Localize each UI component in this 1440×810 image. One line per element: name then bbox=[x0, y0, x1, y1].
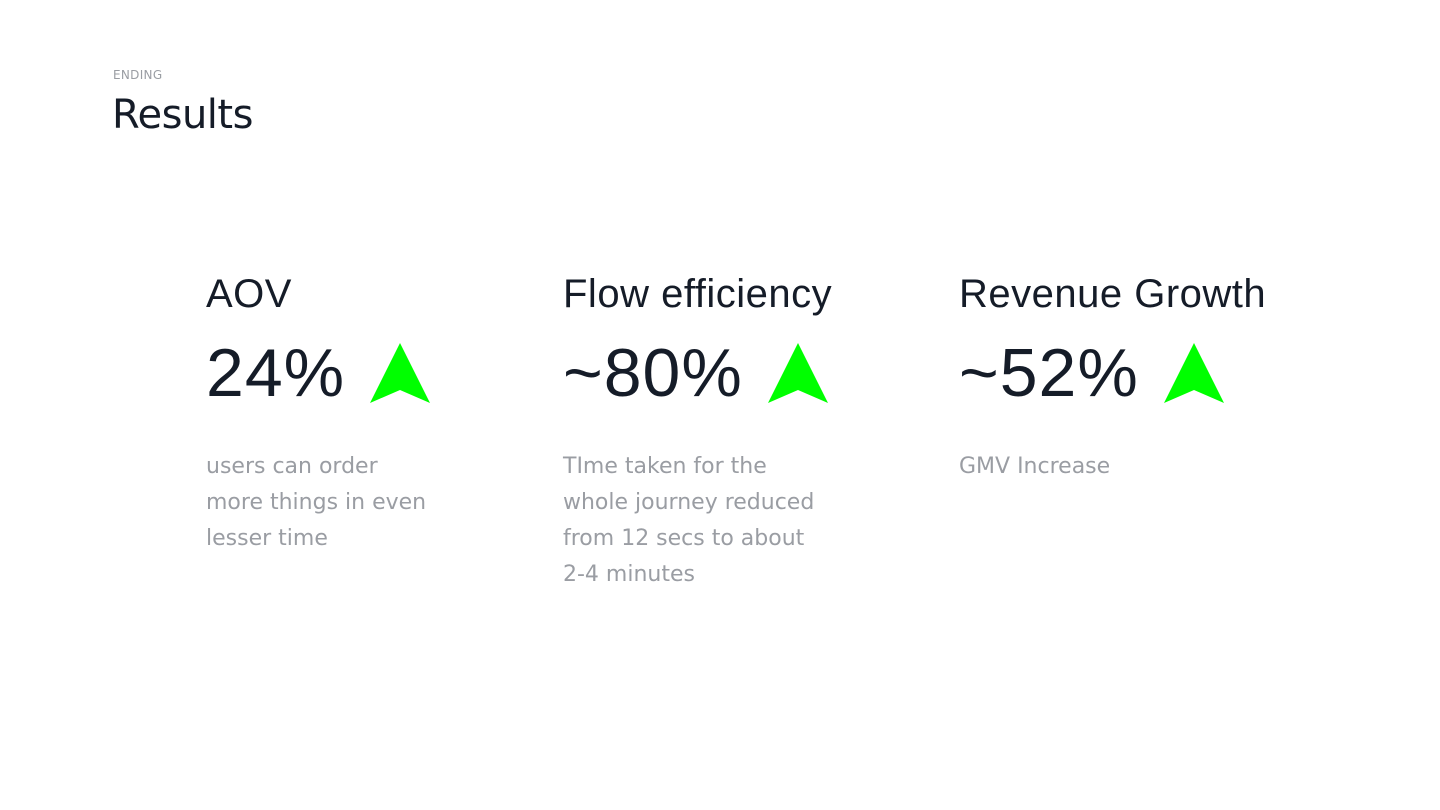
description-line: GMV Increase bbox=[959, 454, 1111, 479]
metric-card-flow-efficiency: Flow efficiency ~80% TIme taken for the … bbox=[563, 268, 832, 593]
metric-description: users can order more things in even less… bbox=[206, 449, 431, 557]
description-line: lesser time bbox=[206, 526, 328, 551]
metric-label: Flow efficiency bbox=[563, 272, 833, 316]
up-arrow-icon bbox=[1163, 343, 1224, 403]
up-arrow-icon bbox=[767, 343, 828, 403]
metric-value-row: ~80% bbox=[563, 337, 832, 409]
description-line: from 12 secs to about bbox=[563, 526, 805, 551]
description-line: more things in even bbox=[206, 490, 427, 515]
metric-card-aov: AOV 24% users can order more things in e… bbox=[206, 268, 431, 557]
description-line: users can order bbox=[206, 454, 378, 479]
metric-value-row: 24% bbox=[206, 337, 431, 409]
metric-value-row: ~52% bbox=[959, 337, 1266, 409]
metric-description: GMV Increase bbox=[959, 449, 1266, 485]
metric-value: 24% bbox=[206, 335, 346, 411]
metric-description: TIme taken for the whole journey reduced… bbox=[563, 449, 832, 593]
eyebrow-label: ENDING bbox=[113, 68, 163, 82]
description-line: TIme taken for the bbox=[563, 454, 767, 479]
page-title: Results bbox=[112, 92, 253, 138]
metric-value: ~52% bbox=[959, 335, 1139, 411]
metric-label: Revenue Growth bbox=[959, 272, 1267, 316]
metric-label: AOV bbox=[206, 272, 292, 316]
metric-value: ~80% bbox=[563, 335, 743, 411]
description-line: whole journey reduced bbox=[563, 490, 815, 515]
description-line: 2-4 minutes bbox=[563, 562, 695, 587]
up-arrow-icon bbox=[370, 343, 431, 403]
metric-card-revenue-growth: Revenue Growth ~52% GMV Increase bbox=[959, 268, 1266, 485]
